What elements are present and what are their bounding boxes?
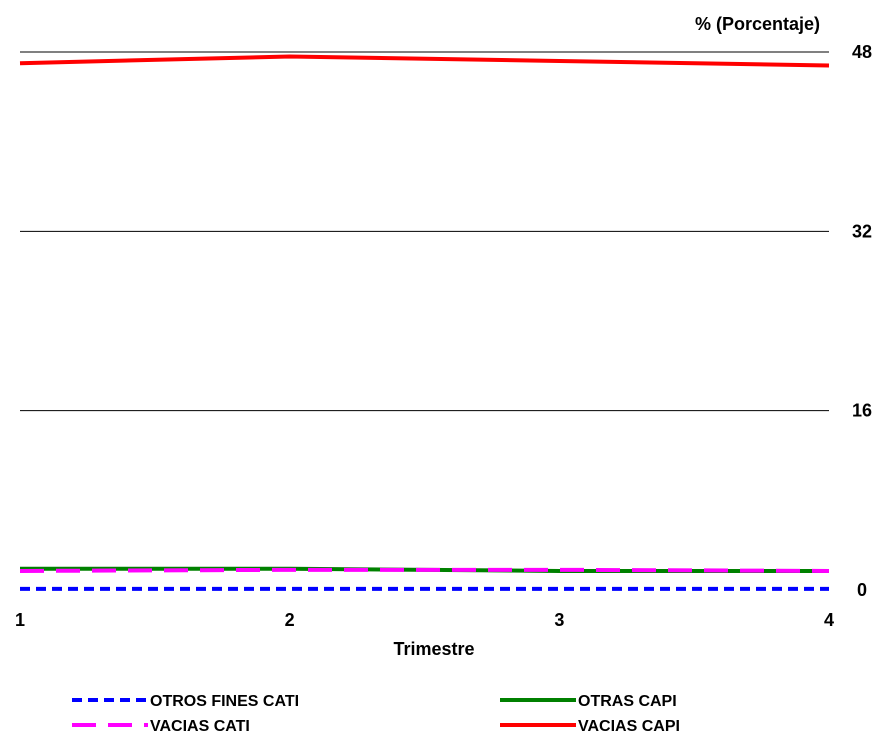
series-line-3 <box>20 570 829 571</box>
x-tick-label: 3 <box>554 610 564 630</box>
y-axis-label: % (Porcentaje) <box>695 14 820 34</box>
y-tick-label: 16 <box>852 401 872 421</box>
x-tick-labels: 1 2 3 4 <box>15 610 834 630</box>
series-lines <box>20 56 829 588</box>
legend-label: OTROS FINES CATI <box>150 693 299 710</box>
legend-item: VACIAS CAPI <box>500 718 680 735</box>
x-tick-label: 2 <box>285 610 295 630</box>
legend-label: VACIAS CAPI <box>578 718 680 735</box>
x-tick-label: 1 <box>15 610 25 630</box>
x-axis-label: Trimestre <box>393 639 474 659</box>
legend: OTROS FINES CATI OTRAS CAPI VACIAS CATI VAC… <box>72 693 680 735</box>
y-tick-label: 0 <box>857 580 867 600</box>
legend-item: OTROS FINES CATI <box>72 693 299 710</box>
grid-lines <box>20 52 829 411</box>
legend-item: OTRAS CAPI <box>500 693 677 710</box>
legend-label: VACIAS CATI <box>150 718 250 735</box>
y-tick-label: 32 <box>852 221 872 241</box>
y-tick-labels: 0 16 32 48 <box>852 42 872 600</box>
legend-item: VACIAS CATI <box>72 718 250 735</box>
y-tick-label: 48 <box>852 42 872 62</box>
legend-label: OTRAS CAPI <box>578 693 677 710</box>
x-tick-label: 4 <box>824 610 834 630</box>
series-line-4 <box>20 56 829 65</box>
